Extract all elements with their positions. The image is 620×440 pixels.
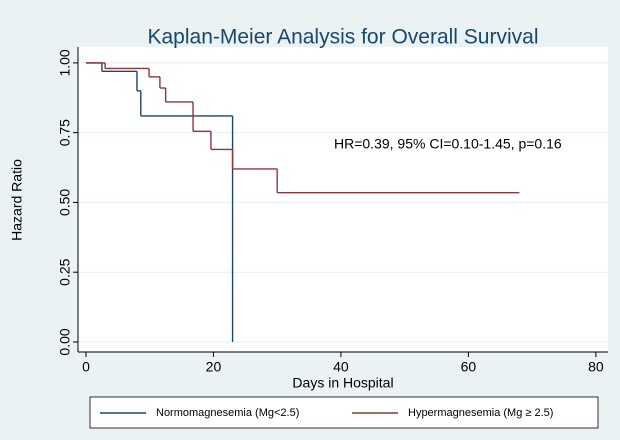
x-tick-label: 20: [206, 359, 222, 375]
x-tick-label: 80: [588, 359, 604, 375]
y-tick-label: 0.25: [57, 258, 73, 285]
chart-title: Kaplan-Meier Analysis for Overall Surviv…: [148, 26, 539, 49]
y-tick-label: 0.75: [57, 119, 73, 146]
annotation: HR=0.39, 95% CI=0.10-1.45, p=0.16: [334, 136, 562, 152]
legend-label: Hypermagnesemia (Mg ≥ 2.5): [408, 407, 553, 419]
legend: [89, 396, 599, 429]
y-axis-label: Hazard Ratio: [9, 159, 25, 241]
x-tick-label: 40: [333, 359, 349, 375]
y-tick-label: 0.00: [57, 328, 73, 355]
plot-area: [78, 47, 608, 352]
y-tick-label: 1.00: [57, 49, 73, 76]
legend-label: Normomagnesemia (Mg<2.5): [156, 407, 299, 419]
legend-entries: Normomagnesemia (Mg<2.5) Hypermagnesemia …: [100, 407, 553, 419]
x-axis-label: Days in Hospital: [292, 375, 393, 391]
y-tick-label: 0.50: [57, 189, 73, 216]
x-tick-label: 60: [461, 359, 477, 375]
x-tick-label: 0: [82, 359, 90, 375]
